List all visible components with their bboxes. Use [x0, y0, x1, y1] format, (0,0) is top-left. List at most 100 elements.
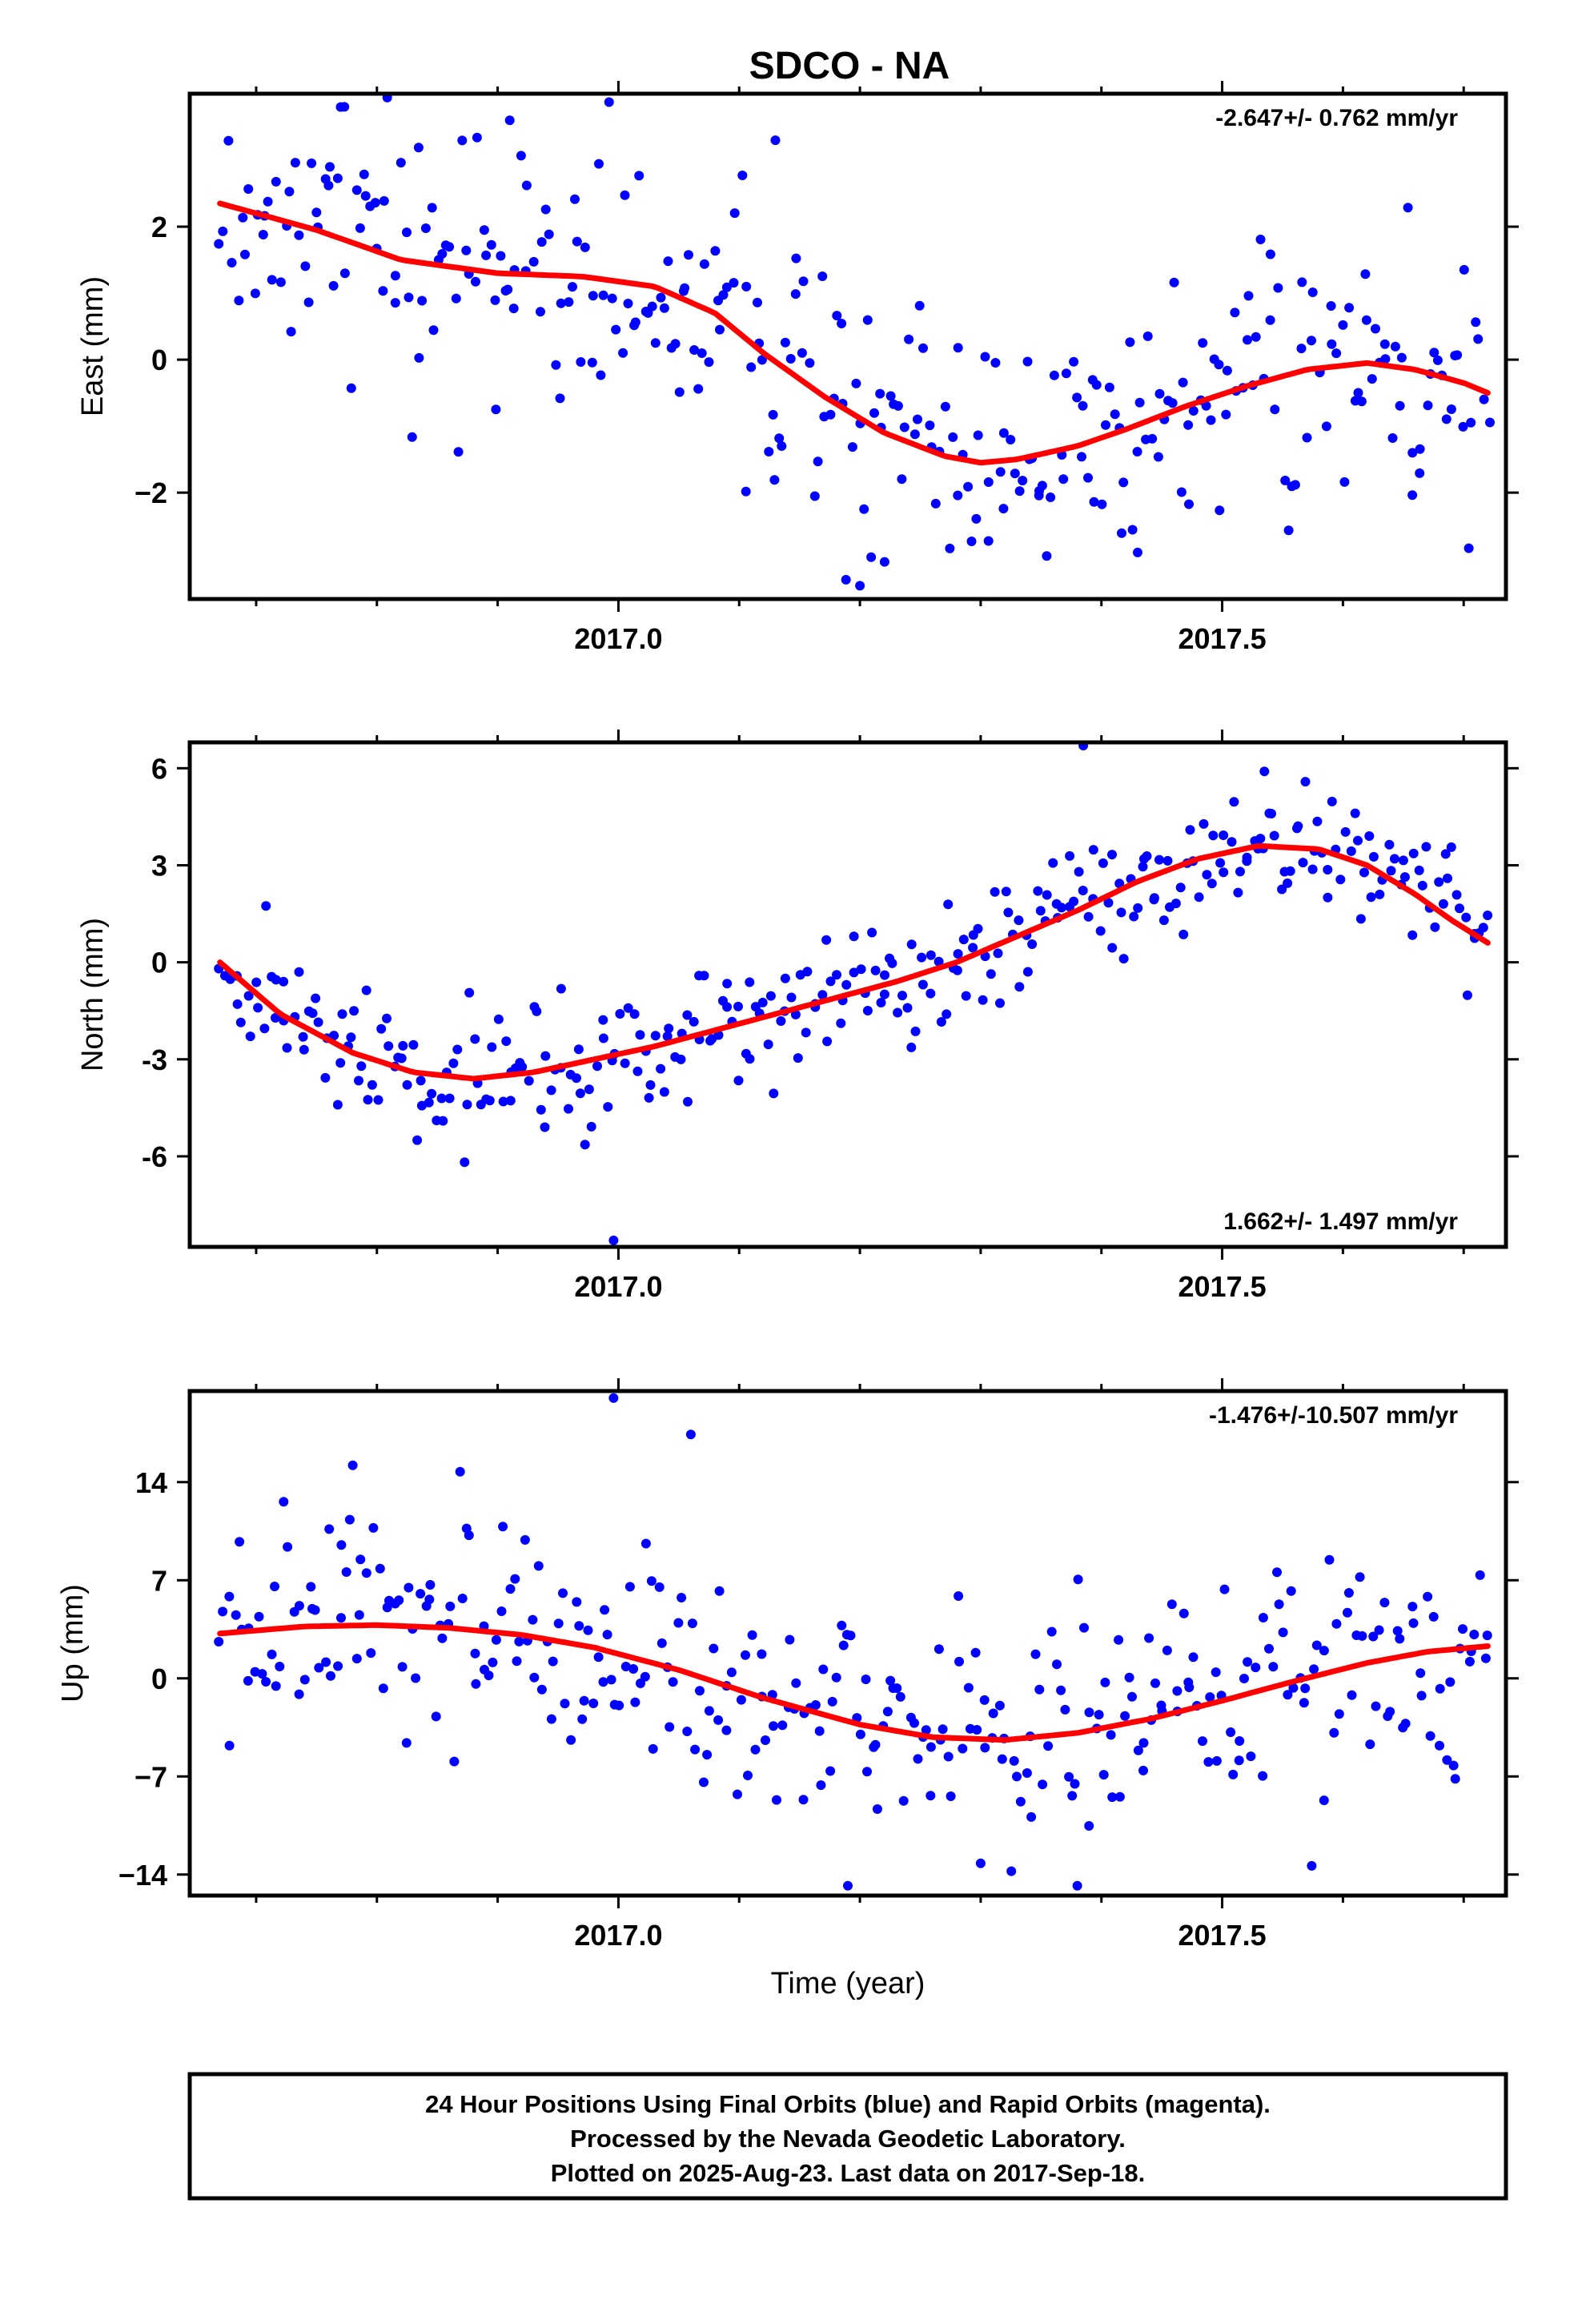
data-point	[869, 408, 879, 418]
data-point	[355, 1554, 366, 1565]
data-point	[1235, 1736, 1245, 1746]
data-point	[320, 1072, 331, 1083]
data-point	[564, 297, 574, 308]
data-point	[1350, 808, 1360, 818]
data-point	[925, 420, 935, 431]
data-point	[417, 296, 428, 306]
plot-frame	[187, 740, 1508, 1249]
data-point	[1178, 929, 1189, 939]
data-point	[259, 1023, 270, 1034]
data-point	[1188, 406, 1199, 416]
data-point	[424, 1594, 435, 1605]
data-point	[1116, 907, 1126, 918]
data-point	[572, 1073, 581, 1084]
data-point	[841, 979, 852, 990]
data-point	[1446, 404, 1456, 414]
data-point	[665, 1722, 675, 1732]
data-point	[1356, 396, 1367, 407]
data-point	[491, 404, 501, 415]
data-point	[1364, 831, 1375, 841]
data-point	[279, 1497, 289, 1507]
data-point	[913, 414, 922, 424]
data-point	[325, 162, 335, 172]
data-point	[634, 171, 644, 181]
data-point	[1178, 1608, 1189, 1618]
data-point	[1414, 865, 1424, 875]
data-point	[1441, 414, 1452, 424]
data-point	[875, 388, 885, 399]
data-point	[1458, 1624, 1468, 1634]
data-point	[644, 1092, 654, 1103]
data-point	[1329, 1727, 1339, 1738]
y-tick-label: 0	[151, 947, 167, 979]
data-point	[917, 979, 928, 990]
data-point	[1058, 474, 1069, 485]
data-point	[673, 1618, 684, 1628]
data-point	[323, 180, 334, 191]
data-point	[635, 1030, 645, 1040]
data-point	[335, 102, 346, 112]
data-point	[1265, 315, 1275, 325]
data-point	[1234, 1755, 1244, 1766]
data-point	[251, 977, 262, 987]
data-point	[1450, 1774, 1460, 1784]
data-point	[501, 1036, 512, 1047]
data-point	[859, 504, 869, 514]
data-point	[1037, 480, 1047, 491]
data-point	[1338, 320, 1348, 330]
data-point	[913, 1754, 923, 1764]
data-point	[481, 250, 492, 260]
data-point	[1125, 337, 1135, 348]
data-point	[1110, 409, 1120, 420]
data-point	[496, 251, 506, 261]
data-point	[715, 324, 725, 335]
data-point	[1283, 878, 1293, 888]
data-point	[1154, 388, 1165, 399]
data-point	[948, 432, 958, 442]
data-point	[1142, 331, 1153, 341]
data-point	[906, 1042, 917, 1052]
data-point	[1208, 830, 1219, 841]
data-point	[774, 433, 785, 444]
data-point	[290, 158, 300, 168]
data-point	[1088, 845, 1098, 855]
data-point	[836, 1018, 846, 1028]
data-point	[271, 176, 281, 187]
data-point	[243, 184, 254, 194]
data-point	[1048, 858, 1058, 868]
data-point	[1425, 1731, 1435, 1741]
data-point	[990, 358, 1001, 368]
data-point	[1311, 1640, 1322, 1651]
data-point	[397, 1662, 408, 1672]
data-point	[1132, 447, 1142, 456]
data-point	[1235, 866, 1245, 877]
data-point	[416, 1589, 426, 1599]
data-point	[588, 291, 598, 301]
data-point	[1098, 858, 1108, 868]
data-point	[1443, 873, 1452, 883]
data-point	[533, 1561, 544, 1571]
data-point	[780, 973, 790, 983]
data-point	[408, 1039, 419, 1050]
data-point	[573, 1044, 584, 1055]
data-point	[1408, 1618, 1419, 1628]
x-tick-label: 2017.5	[1178, 1919, 1267, 1952]
data-point	[1215, 505, 1225, 516]
data-point	[231, 1610, 241, 1620]
data-point	[814, 1726, 825, 1736]
data-point	[294, 1689, 304, 1699]
data-point	[1347, 1690, 1357, 1700]
data-point	[797, 348, 807, 358]
data-point	[862, 1767, 872, 1777]
data-point	[818, 1664, 829, 1675]
data-point	[493, 1014, 504, 1024]
data-point	[359, 169, 369, 179]
data-point	[647, 301, 657, 312]
data-point	[224, 1740, 235, 1751]
data-point	[880, 970, 889, 980]
data-point	[1380, 354, 1391, 364]
data-point	[917, 952, 927, 963]
data-point	[817, 990, 828, 1000]
data-point	[1228, 1769, 1239, 1779]
data-point	[1446, 842, 1456, 852]
